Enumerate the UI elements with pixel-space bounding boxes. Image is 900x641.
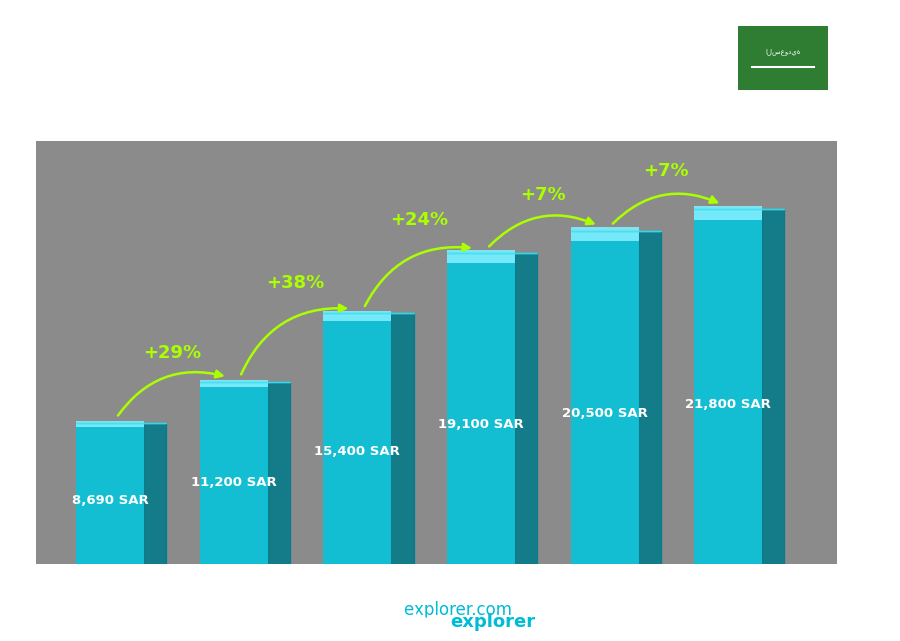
Text: Average Monthly Salary: Average Monthly Salary <box>862 246 875 395</box>
Text: explorer.com: explorer.com <box>362 601 511 619</box>
Text: +7%: +7% <box>520 186 565 204</box>
Polygon shape <box>144 422 166 564</box>
Bar <box>76 422 144 564</box>
Bar <box>447 253 515 564</box>
Text: +7%: +7% <box>644 162 689 180</box>
FancyArrowPatch shape <box>241 304 346 374</box>
Bar <box>571 231 639 564</box>
Polygon shape <box>639 231 661 564</box>
Text: .com: .com <box>529 613 573 631</box>
Bar <box>200 382 268 564</box>
Bar <box>76 421 144 427</box>
Polygon shape <box>515 253 537 564</box>
Text: 11,200 SAR: 11,200 SAR <box>191 476 276 488</box>
FancyArrowPatch shape <box>613 194 717 224</box>
Polygon shape <box>762 210 785 564</box>
Text: salary: salary <box>408 601 465 619</box>
Text: 19,100 SAR: 19,100 SAR <box>438 418 524 431</box>
Text: explorer: explorer <box>450 613 536 631</box>
Bar <box>447 250 515 263</box>
FancyArrowPatch shape <box>364 244 469 306</box>
Text: 20,500 SAR: 20,500 SAR <box>562 408 647 420</box>
Text: السعودية: السعودية <box>765 48 801 54</box>
Bar <box>323 311 392 321</box>
Bar <box>694 210 762 564</box>
Text: 21,800 SAR: 21,800 SAR <box>685 398 771 411</box>
Text: +38%: +38% <box>266 274 325 292</box>
Polygon shape <box>268 382 290 564</box>
Bar <box>323 313 392 564</box>
Bar <box>571 227 639 240</box>
Text: 15,400 SAR: 15,400 SAR <box>314 445 400 458</box>
Text: salary: salary <box>389 613 450 631</box>
Text: +24%: +24% <box>390 211 448 229</box>
Polygon shape <box>392 313 414 564</box>
FancyArrowPatch shape <box>118 370 222 415</box>
Text: Academic Specialist: Academic Specialist <box>44 118 239 137</box>
FancyArrowPatch shape <box>489 215 593 246</box>
Bar <box>200 380 268 387</box>
Text: +29%: +29% <box>143 344 201 362</box>
Text: Salary Comparison By Experience: Salary Comparison By Experience <box>44 86 620 115</box>
Bar <box>694 206 762 220</box>
Text: 8,690 SAR: 8,690 SAR <box>72 494 148 507</box>
